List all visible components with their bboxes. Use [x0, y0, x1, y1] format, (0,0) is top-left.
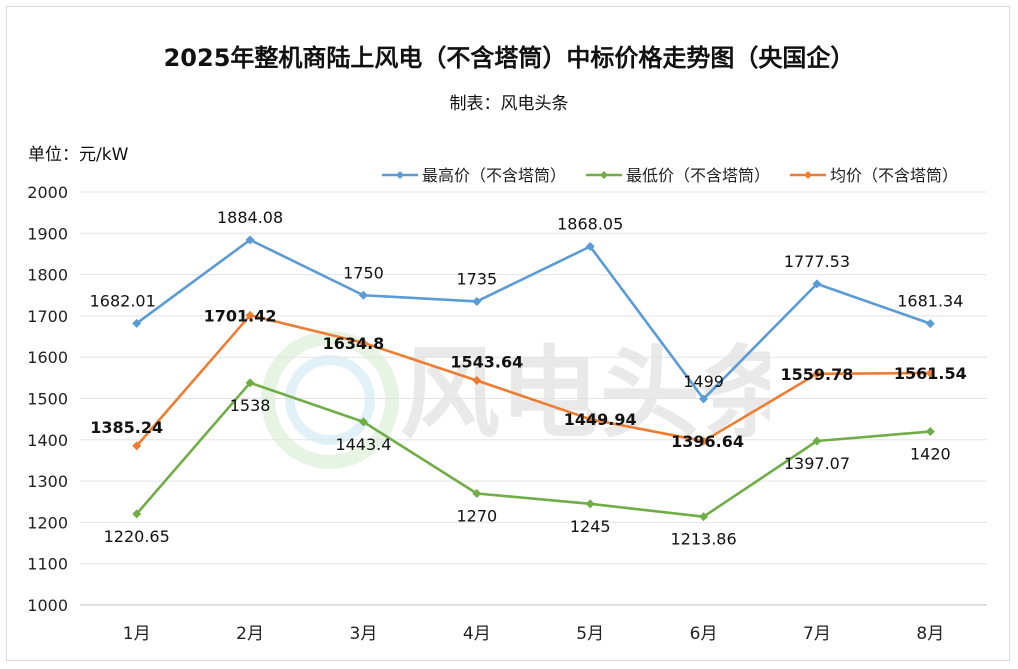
- x-tick-label: 1月: [123, 624, 151, 644]
- series-line-2: [135, 381, 931, 518]
- data-point: [699, 436, 709, 446]
- y-tick-label: 1400: [27, 431, 68, 450]
- x-axis-ticks: 1月 2月 3月 4月 5月 6月 7月 8月: [123, 624, 944, 644]
- data-label: 1868.05: [557, 214, 623, 233]
- y-tick-label: 1700: [27, 307, 68, 326]
- series-line-3: [135, 314, 931, 447]
- x-tick-label: 2月: [236, 624, 264, 644]
- data-label: 1538: [230, 396, 271, 415]
- data-point: [699, 394, 709, 404]
- data-point: [925, 427, 935, 437]
- y-tick-label: 1000: [27, 596, 68, 615]
- legend-marker: [804, 171, 812, 179]
- data-point: [472, 488, 482, 498]
- legend-label: 最低价（不含塔筒）: [626, 166, 770, 185]
- data-label: 1682.01: [90, 291, 156, 310]
- data-point: [925, 319, 935, 329]
- data-point: [812, 369, 822, 379]
- data-label: 1397.07: [784, 454, 850, 473]
- data-label: 1420: [910, 445, 951, 464]
- data-point: [245, 235, 255, 245]
- data-label: 1443.4: [335, 435, 391, 454]
- chart-subtitle: 制表：风电头条: [449, 94, 569, 114]
- legend: 最高价（不含塔筒） 最低价（不含塔筒） 均价（不含塔筒）: [382, 166, 958, 185]
- data-label: 1884.08: [217, 208, 283, 227]
- data-point: [472, 296, 482, 306]
- y-tick-label: 1600: [27, 348, 68, 367]
- data-label: 1777.53: [784, 252, 850, 271]
- legend-marker: [396, 171, 404, 179]
- data-point: [812, 279, 822, 289]
- data-label: 1559.78: [781, 365, 854, 384]
- data-label: 1681.34: [897, 292, 963, 311]
- data-point: [585, 414, 595, 424]
- data-label: 1735: [456, 269, 497, 288]
- data-label: 1449.94: [564, 410, 637, 429]
- legend-label: 最高价（不含塔筒）: [422, 166, 566, 185]
- y-tick-label: 1500: [27, 390, 68, 409]
- y-tick-label: 2000: [27, 183, 68, 202]
- data-point: [132, 509, 142, 519]
- y-tick-label: 1900: [27, 224, 68, 243]
- data-point: [132, 318, 142, 328]
- data-point: [358, 290, 368, 300]
- x-tick-label: 4月: [463, 624, 491, 644]
- chart-frame: [6, 6, 1010, 661]
- data-point: [585, 241, 595, 251]
- x-tick-label: 3月: [350, 624, 378, 644]
- y-axis-ticks: 1000 1100 1200 1300 1400 1500 1600 1700 1800 1900…: [27, 183, 68, 615]
- data-point: [699, 512, 709, 522]
- y-tick-label: 1100: [27, 555, 68, 574]
- data-point: [245, 378, 255, 388]
- data-point: [585, 499, 595, 509]
- data-label: 1750: [343, 263, 384, 282]
- x-tick-label: 8月: [916, 624, 944, 644]
- data-label: 1270: [456, 506, 497, 525]
- data-label: 1499: [683, 372, 724, 391]
- chart-title: 2025年整机商陆上风电（不含塔筒）中标价格走势图（央国企）: [163, 44, 855, 72]
- data-label: 1245: [570, 517, 611, 536]
- watermark-logo-icon: [261, 331, 399, 469]
- y-tick-label: 1300: [27, 472, 68, 491]
- data-point: [472, 375, 482, 385]
- data-point: [245, 310, 255, 320]
- data-labels-group: 1682.01 1884.08 1750 1735 1868.05 1499 1777.53…: [90, 208, 967, 549]
- y-tick-label: 1200: [27, 513, 68, 532]
- y-tick-label: 1800: [27, 266, 68, 285]
- series-group: [132, 235, 935, 522]
- data-label: 1701.42: [204, 306, 277, 325]
- data-point: [358, 338, 368, 348]
- data-point: [925, 368, 935, 378]
- data-label: 1634.8: [323, 334, 385, 353]
- data-label: 1561.54: [894, 364, 967, 383]
- data-label: 1543.64: [450, 352, 523, 371]
- data-point: [132, 441, 142, 451]
- data-label: 1396.64: [671, 432, 744, 451]
- data-point: [358, 417, 368, 427]
- legend-label: 均价（不含塔筒）: [830, 166, 958, 185]
- data-point: [812, 436, 822, 446]
- data-label: 1385.24: [90, 418, 163, 437]
- x-tick-label: 7月: [803, 624, 831, 644]
- x-tick-label: 6月: [690, 624, 718, 644]
- data-label: 1220.65: [104, 527, 170, 546]
- x-tick-label: 5月: [576, 624, 604, 644]
- data-label: 1213.86: [670, 530, 736, 549]
- series-line-1: [135, 238, 931, 401]
- unit-label: 单位：元/kW: [28, 145, 129, 165]
- legend-marker: [600, 171, 608, 179]
